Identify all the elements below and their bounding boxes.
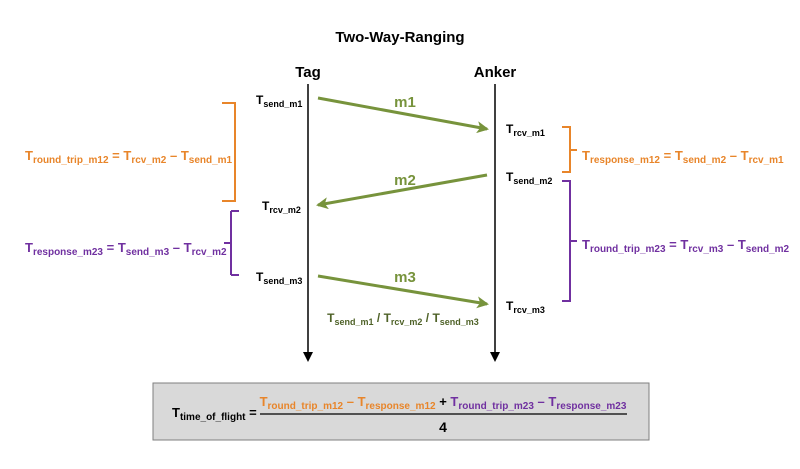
formula-base: T	[260, 394, 268, 409]
timestamp-sub: rcv_m3	[513, 305, 545, 315]
formula-base: T	[450, 394, 458, 409]
eq-base: T	[184, 240, 192, 255]
timestamp-t-rcv-m2: Trcv_m2	[262, 199, 301, 215]
formula-denominator: 4	[439, 419, 447, 435]
timestamp-base: T	[256, 93, 264, 107]
eq-sub: send_m2	[683, 155, 727, 166]
formula-sub: response_m12	[366, 401, 436, 412]
timestamp-t-send-m1: Tsend_m1	[256, 93, 302, 109]
payload-separator: /	[422, 311, 432, 325]
eq-base: T	[582, 237, 590, 252]
eq-sub: send_m3	[126, 247, 170, 258]
payload-sub: send_m3	[440, 317, 479, 327]
formula-numerator: Tround_trip_m12 – Tresponse_m12 + Tround…	[260, 394, 627, 412]
formula-sub: round_trip_m12	[268, 401, 344, 412]
eq-sub: rcv_m1	[749, 155, 784, 166]
formula-operator: –	[534, 394, 548, 409]
message-arrow-m1	[317, 96, 489, 134]
formula-base: T	[358, 394, 366, 409]
equation-response-m23: Tresponse_m23 = Tsend_m3 – Trcv_m2	[25, 240, 227, 258]
timestamp-sub: send_m1	[263, 99, 302, 109]
eq-base: T	[738, 237, 746, 252]
eq-base: T	[118, 240, 126, 255]
bracket-response-m23	[224, 210, 239, 276]
eq-base: T	[675, 148, 683, 163]
lane-label-tag: Tag	[295, 64, 321, 81]
eq-sub: rcv_m3	[688, 244, 723, 255]
payload-separator: /	[374, 311, 384, 325]
eq-equals: =	[660, 148, 675, 163]
timestamp-base: T	[256, 270, 264, 284]
payload-sub: send_m1	[335, 317, 374, 327]
formula-equals: =	[246, 405, 258, 420]
formula-lhs: Ttime_of_flight =	[172, 405, 257, 423]
formula-sub: time_of_flight	[180, 412, 246, 423]
timestamp-t-send-m2: Tsend_m2	[506, 170, 552, 186]
formula-operator: –	[343, 394, 357, 409]
eq-base: T	[181, 148, 189, 163]
message-label-m3: m3	[394, 269, 416, 286]
eq-base: T	[741, 148, 749, 163]
message-arrow-m3	[317, 274, 489, 309]
message-label-m1: m1	[394, 94, 416, 111]
eq-equals: =	[109, 148, 124, 163]
eq-equals: =	[103, 240, 118, 255]
payload-base: T	[384, 311, 392, 325]
timestamp-sub: rcv_m1	[513, 128, 545, 138]
timestamp-t-rcv-m1: Trcv_m1	[506, 122, 545, 138]
eq-sub: round_trip_m23	[590, 244, 666, 255]
formula-base: T	[548, 394, 556, 409]
timestamp-t-rcv-m3: Trcv_m3	[506, 299, 545, 315]
eq-base: T	[25, 148, 33, 163]
message-m3-payload: Tsend_m1 / Trcv_m2 / Tsend_m3	[327, 311, 479, 327]
formula-box	[152, 382, 650, 441]
timestamp-sub: rcv_m2	[269, 205, 301, 215]
eq-sub: round_trip_m12	[33, 155, 109, 166]
eq-sub: send_m2	[746, 244, 790, 255]
eq-operator: –	[169, 240, 183, 255]
bracket-response-m12	[562, 126, 577, 173]
payload-base: T	[432, 311, 440, 325]
eq-equals: =	[666, 237, 681, 252]
eq-operator: –	[726, 148, 740, 163]
formula-sub: round_trip_m23	[458, 401, 534, 412]
eq-sub: response_m23	[33, 247, 103, 258]
timestamp-sub: send_m3	[263, 276, 302, 286]
lane-label-anker: Anker	[474, 64, 517, 81]
eq-base: T	[680, 237, 688, 252]
message-label-m2: m2	[394, 172, 416, 189]
formula-base: T	[172, 405, 180, 420]
message-arrow-m2	[316, 173, 488, 210]
bracket-round-trip-m12	[222, 102, 236, 202]
diagram-title: Two-Way-Ranging	[335, 29, 464, 46]
timestamp-base: T	[262, 199, 270, 213]
eq-base: T	[582, 148, 590, 163]
formula-operator: +	[436, 394, 451, 409]
timestamp-sub: send_m2	[513, 176, 552, 186]
eq-operator: –	[166, 148, 180, 163]
timestamp-t-send-m3: Tsend_m3	[256, 270, 302, 286]
formula-sub: response_m23	[556, 401, 626, 412]
eq-sub: rcv_m2	[131, 155, 166, 166]
bracket-round-trip-m23	[562, 180, 577, 302]
eq-base: T	[123, 148, 131, 163]
equation-response-m12: Tresponse_m12 = Tsend_m2 – Trcv_m1	[582, 148, 784, 166]
eq-sub: rcv_m2	[192, 247, 227, 258]
payload-sub: rcv_m2	[391, 317, 423, 327]
eq-operator: –	[723, 237, 737, 252]
equation-round-trip-m23: Tround_trip_m23 = Trcv_m3 – Tsend_m2	[582, 237, 790, 255]
timestamp-base: T	[506, 122, 514, 136]
timestamp-base: T	[506, 170, 514, 184]
eq-base: T	[25, 240, 33, 255]
equation-round-trip-m12: Tround_trip_m12 = Trcv_m2 – Tsend_m1	[25, 148, 233, 166]
payload-base: T	[327, 311, 335, 325]
eq-sub: response_m12	[590, 155, 660, 166]
timestamp-base: T	[506, 299, 514, 313]
eq-sub: send_m1	[189, 155, 233, 166]
